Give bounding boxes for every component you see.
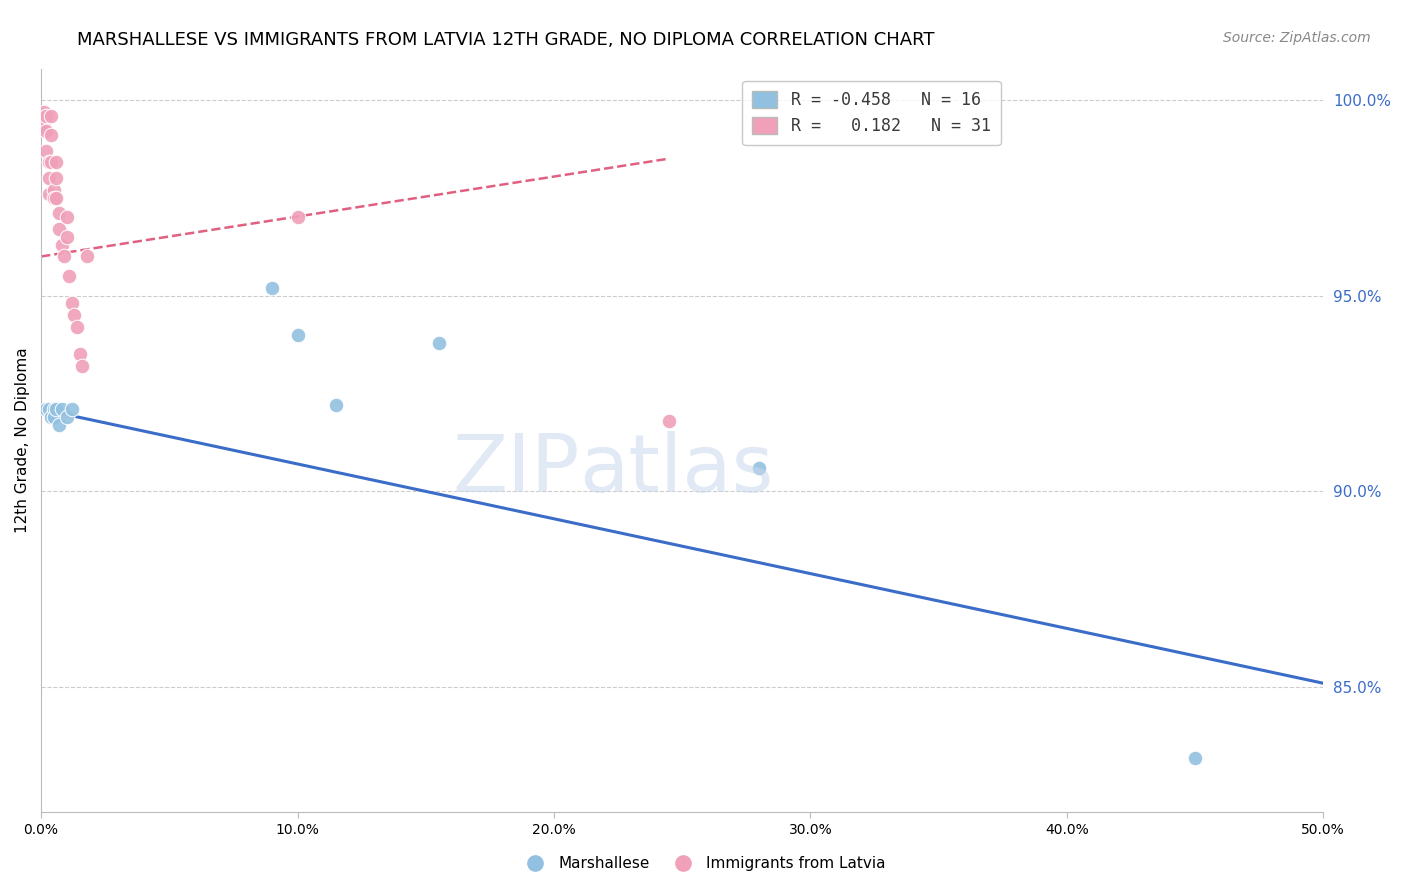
Point xyxy=(55,409,77,424)
Point xyxy=(32,104,55,119)
Point xyxy=(48,417,70,432)
Point xyxy=(45,155,67,169)
Point xyxy=(69,347,91,361)
Point xyxy=(748,461,770,475)
Point xyxy=(53,250,76,264)
Point xyxy=(1184,750,1206,764)
Point xyxy=(38,171,60,186)
Text: MARSHALLESE VS IMMIGRANTS FROM LATVIA 12TH GRADE, NO DIPLOMA CORRELATION CHART: MARSHALLESE VS IMMIGRANTS FROM LATVIA 12… xyxy=(77,31,935,49)
Text: ZIP: ZIP xyxy=(453,431,579,509)
Point xyxy=(35,144,58,158)
Point xyxy=(60,402,83,417)
Text: atlas: atlas xyxy=(579,431,773,509)
Point xyxy=(51,402,73,417)
Point xyxy=(35,108,58,122)
Point xyxy=(35,402,58,417)
Point xyxy=(48,222,70,236)
Point xyxy=(32,120,55,135)
Legend: Marshallese, Immigrants from Latvia: Marshallese, Immigrants from Latvia xyxy=(515,850,891,877)
Point xyxy=(55,230,77,244)
Point xyxy=(42,409,65,424)
Point xyxy=(42,183,65,197)
Point xyxy=(38,402,60,417)
Point xyxy=(42,191,65,205)
Point xyxy=(66,320,89,334)
Point xyxy=(45,191,67,205)
Legend: R = -0.458   N = 16, R =   0.182   N = 31: R = -0.458 N = 16, R = 0.182 N = 31 xyxy=(742,80,1001,145)
Point xyxy=(58,268,80,283)
Point xyxy=(45,402,67,417)
Point xyxy=(427,335,450,350)
Point xyxy=(38,186,60,201)
Point xyxy=(287,327,309,342)
Point xyxy=(35,124,58,138)
Point xyxy=(60,296,83,310)
Point xyxy=(41,155,63,169)
Point xyxy=(287,211,309,225)
Point xyxy=(41,108,63,122)
Y-axis label: 12th Grade, No Diploma: 12th Grade, No Diploma xyxy=(15,348,30,533)
Point xyxy=(41,409,63,424)
Point xyxy=(45,171,67,186)
Point xyxy=(55,211,77,225)
Point xyxy=(70,359,93,373)
Point xyxy=(48,206,70,220)
Point xyxy=(38,155,60,169)
Point xyxy=(42,402,65,417)
Point xyxy=(260,281,283,295)
Text: Source: ZipAtlas.com: Source: ZipAtlas.com xyxy=(1223,31,1371,45)
Point xyxy=(51,237,73,252)
Point xyxy=(41,128,63,142)
Point xyxy=(325,398,347,412)
Point xyxy=(76,250,98,264)
Point xyxy=(658,414,681,428)
Point xyxy=(63,308,86,322)
